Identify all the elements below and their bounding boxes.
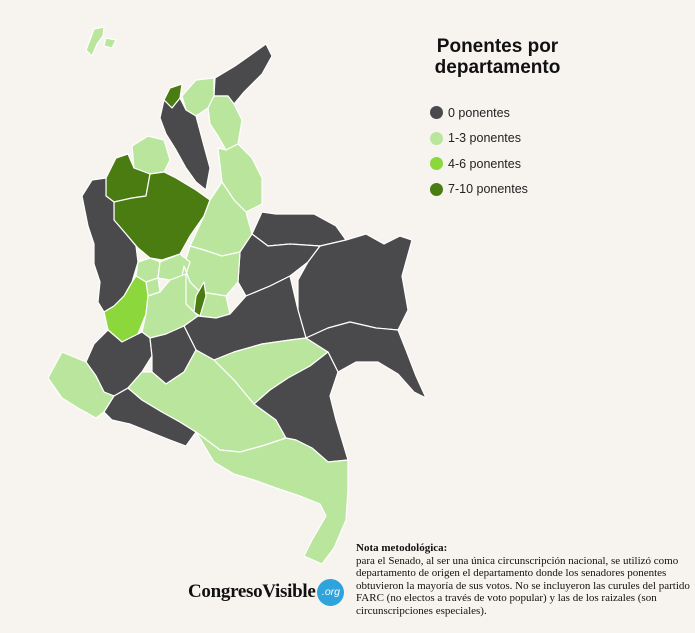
legend-label: 0 ponentes <box>448 105 510 120</box>
legend-swatch-icon <box>430 131 443 145</box>
dept-cesar <box>207 95 243 151</box>
map-legend: 0 ponentes 1-3 ponentes 4-6 ponentes 7-1… <box>430 100 528 202</box>
dept-san-andres <box>85 26 105 57</box>
legend-item: 0 ponentes <box>430 100 528 126</box>
dept-arauca <box>251 211 347 247</box>
logo-name: CongresoVisible <box>188 581 316 602</box>
dept-guainia <box>305 321 427 399</box>
map-title: Ponentes por departamento <box>434 36 561 78</box>
congresovisible-logo: CongresoVisible .org <box>188 577 345 607</box>
legend-item: 1-3 ponentes <box>430 126 528 152</box>
dept-san-andres-islet <box>103 37 117 49</box>
note-body: para el Senado, al ser una única circuns… <box>356 554 690 617</box>
dept-la-guajira <box>213 43 273 105</box>
dept-amazonas <box>195 431 349 565</box>
legend-label: 1-3 ponentes <box>448 131 521 146</box>
dept-bogota <box>193 281 207 317</box>
note-title: Nota metodológica: <box>356 542 448 554</box>
legend-label: 7-10 ponentes <box>448 182 528 197</box>
dept-bolivar <box>159 97 211 191</box>
legend-swatch-icon <box>430 106 443 120</box>
legend-item: 7-10 ponentes <box>430 177 528 203</box>
logo-badge-icon: .org <box>317 578 345 606</box>
methodology-note: Nota metodológica: para el Senado, al se… <box>356 542 690 618</box>
legend-swatch-icon <box>430 157 443 171</box>
legend-label: 4-6 ponentes <box>448 156 521 171</box>
dept-sucre <box>131 135 171 175</box>
legend-item: 4-6 ponentes <box>430 151 528 177</box>
legend-swatch-icon <box>430 182 443 196</box>
